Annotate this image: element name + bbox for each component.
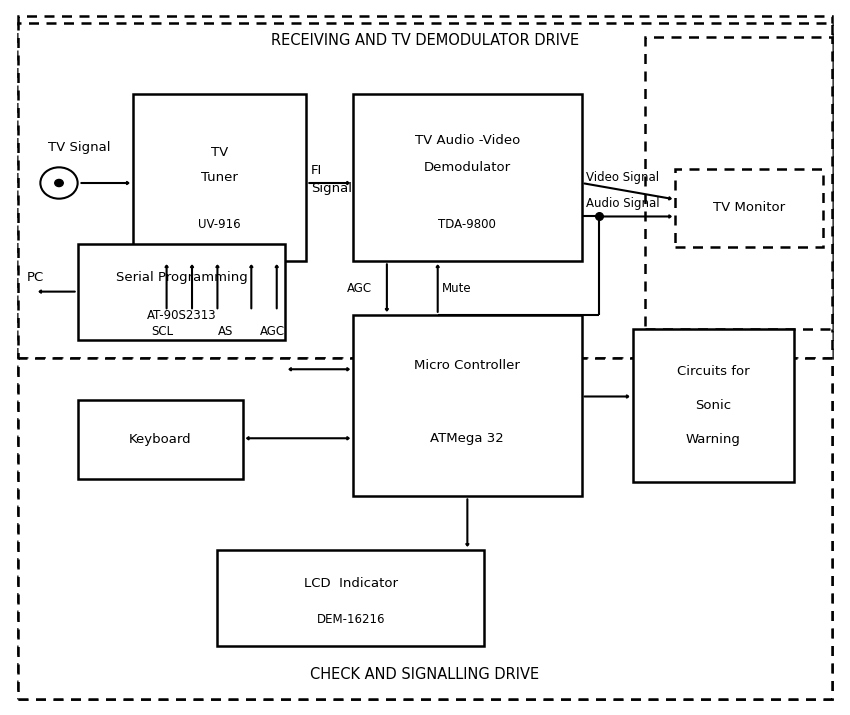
Bar [133,94,306,262]
Bar [632,329,794,482]
Text: AT-90S2313: AT-90S2313 [146,309,216,322]
Bar [19,23,831,358]
Text: Warning: Warning [686,433,740,445]
Text: Audio Signal: Audio Signal [586,197,660,210]
Text: TV: TV [211,146,228,159]
Text: TV Monitor: TV Monitor [713,202,785,214]
Text: DEM-16216: DEM-16216 [316,613,385,626]
Text: TV Signal: TV Signal [48,141,110,154]
Text: Video Signal: Video Signal [586,171,659,184]
Circle shape [40,167,77,199]
Bar [675,169,823,247]
Text: FI: FI [310,164,322,177]
Text: CHECK AND SIGNALLING DRIVE: CHECK AND SIGNALLING DRIVE [310,667,540,682]
Text: Signal: Signal [310,182,352,195]
Text: UV-916: UV-916 [198,218,241,231]
Text: Tuner: Tuner [201,171,238,184]
Text: TV Audio -Video: TV Audio -Video [415,134,520,147]
Text: TDA-9800: TDA-9800 [439,218,496,231]
Text: Demodulator: Demodulator [424,161,511,174]
Bar [353,315,581,496]
Text: AS: AS [218,325,234,337]
Bar [218,550,484,646]
Text: ATMega 32: ATMega 32 [430,432,504,445]
Text: SCL: SCL [151,325,173,337]
Bar [19,358,831,699]
Bar [77,244,286,340]
Bar [77,400,243,478]
Text: Mute: Mute [442,282,472,295]
Text: Circuits for: Circuits for [677,365,750,378]
Text: LCD  Indicator: LCD Indicator [303,577,398,590]
Text: Micro Controller: Micro Controller [415,359,520,372]
Text: PC: PC [27,271,44,284]
Bar [645,37,831,329]
Circle shape [54,179,63,187]
Text: Keyboard: Keyboard [129,433,191,446]
Text: AGC: AGC [347,282,371,295]
Text: Sonic: Sonic [695,399,731,412]
Bar [353,94,581,262]
Text: AGC: AGC [260,325,285,337]
Text: Serial Programming: Serial Programming [116,271,247,284]
Text: RECEIVING AND TV DEMODULATOR DRIVE: RECEIVING AND TV DEMODULATOR DRIVE [271,33,579,48]
